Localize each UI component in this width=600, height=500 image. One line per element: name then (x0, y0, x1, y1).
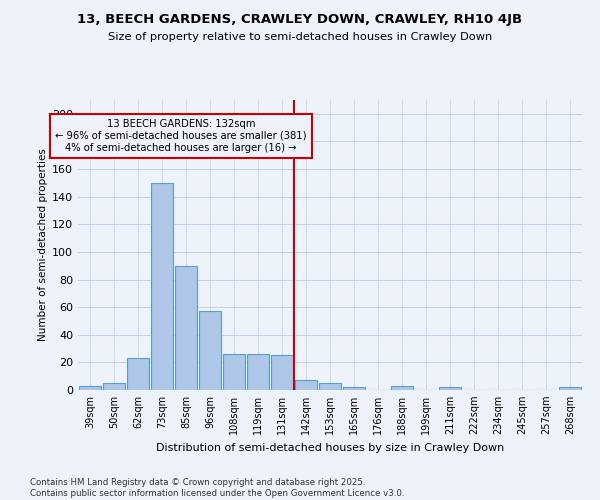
X-axis label: Distribution of semi-detached houses by size in Crawley Down: Distribution of semi-detached houses by … (156, 442, 504, 452)
Bar (247, 354, 269, 390)
Bar (559, 387, 581, 390)
Bar (151, 183, 173, 390)
Bar (223, 354, 245, 390)
Bar (439, 387, 461, 390)
Bar (175, 266, 197, 390)
Bar (343, 387, 365, 390)
Text: Size of property relative to semi-detached houses in Crawley Down: Size of property relative to semi-detach… (108, 32, 492, 42)
Y-axis label: Number of semi-detached properties: Number of semi-detached properties (38, 148, 48, 342)
Bar (391, 386, 413, 390)
Text: Contains HM Land Registry data © Crown copyright and database right 2025.
Contai: Contains HM Land Registry data © Crown c… (30, 478, 404, 498)
Text: 13, BEECH GARDENS, CRAWLEY DOWN, CRAWLEY, RH10 4JB: 13, BEECH GARDENS, CRAWLEY DOWN, CRAWLEY… (77, 12, 523, 26)
Bar (271, 356, 293, 390)
Bar (199, 312, 221, 390)
Bar (319, 383, 341, 390)
Bar (127, 358, 149, 390)
Bar (295, 380, 317, 390)
Text: 13 BEECH GARDENS: 132sqm
← 96% of semi-detached houses are smaller (381)
4% of s: 13 BEECH GARDENS: 132sqm ← 96% of semi-d… (55, 120, 307, 152)
Bar (103, 383, 125, 390)
Bar (79, 386, 101, 390)
